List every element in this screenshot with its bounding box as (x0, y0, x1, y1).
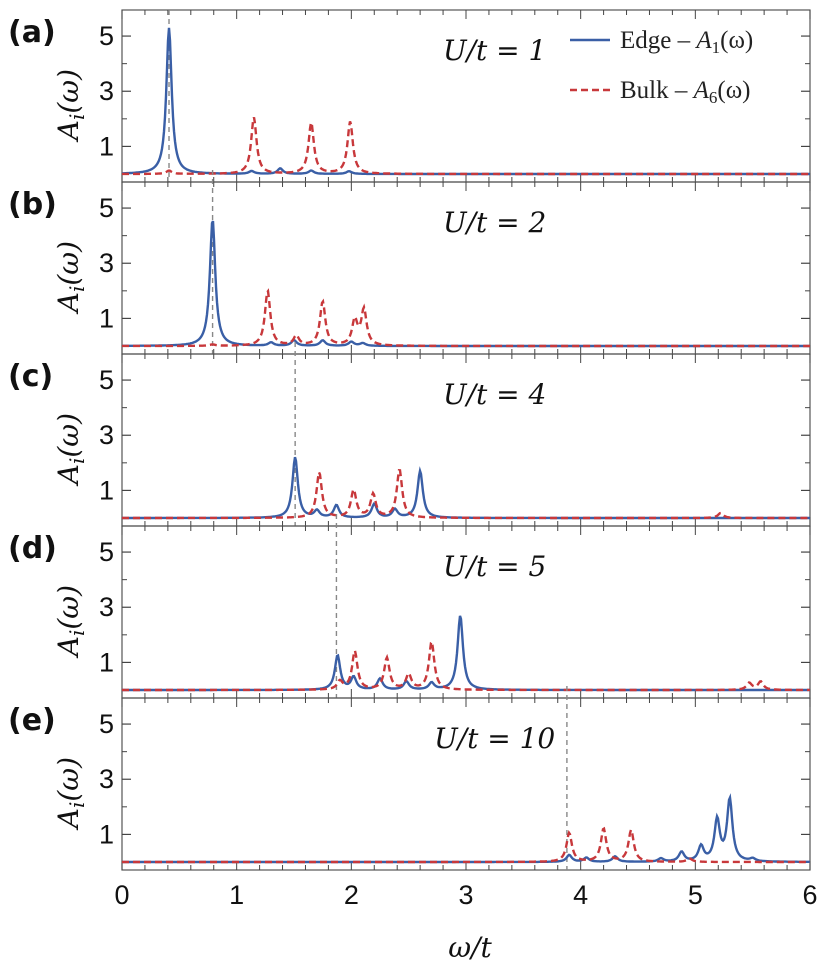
ytick-label: 1 (99, 647, 114, 677)
xtick-label: 6 (802, 880, 817, 910)
ytick-label: 3 (99, 248, 114, 278)
legend-label-edge: Edge – A1(ω) (620, 27, 753, 57)
xtick-label: 5 (688, 880, 703, 910)
ytick-label: 3 (99, 592, 114, 622)
panel-e: 1 3 5 Ai(ω) (e) U/t = 10 (8, 686, 811, 871)
panel-tag: (c) (8, 359, 53, 394)
edge-series-line (122, 456, 810, 520)
panel-label: U/t = 10 (434, 722, 555, 755)
legend: Edge – A1(ω) Bulk – A6(ω) (570, 27, 753, 107)
ytick-label: 5 (99, 21, 114, 51)
xtick-label: 0 (114, 880, 129, 910)
panel-d: 1 3 5 Ai(ω) (d) U/t = 5 (8, 514, 811, 699)
legend-label-bulk: Bulk – A6(ω) (620, 77, 751, 107)
ytick-label: 3 (99, 420, 114, 450)
ytick-label: 5 (99, 193, 114, 223)
ytick-label: 5 (99, 537, 114, 567)
y-axis-label: Ai(ω) (52, 413, 89, 487)
x-axis: 0 1 2 3 4 5 6 (114, 880, 817, 910)
ytick-label: 3 (99, 764, 114, 794)
panel-tag: (e) (8, 703, 56, 738)
edge-series-line (122, 615, 810, 692)
ytick-label: 1 (99, 819, 114, 849)
xtick-label: 2 (344, 880, 359, 910)
ytick-label: 1 (99, 131, 114, 161)
xtick-label: 1 (229, 880, 244, 910)
panel-a: 1 3 5 Ai(ω) (a) U/t = 1 (8, 9, 811, 183)
xtick-label: 4 (573, 880, 588, 910)
ytick-label: 1 (99, 475, 114, 505)
xtick-label: 3 (458, 880, 473, 910)
ytick-label: 1 (99, 303, 114, 333)
y-axis-label: Ai(ω) (52, 69, 89, 143)
ytick-label: 5 (99, 365, 114, 395)
panel-label: U/t = 2 (443, 206, 546, 239)
bulk-series-line (122, 639, 810, 692)
edge-series-line (122, 220, 810, 348)
edge-series-line (122, 793, 810, 864)
bulk-series-line (122, 468, 810, 520)
y-axis-label: Ai(ω) (52, 241, 89, 315)
panel-label: U/t = 5 (443, 550, 546, 583)
bulk-series-line (122, 116, 810, 176)
panel-tag: (a) (8, 15, 56, 50)
ytick-label: 5 (99, 709, 114, 739)
x-axis-label: ω/t (448, 931, 492, 964)
panel-label: U/t = 4 (443, 378, 546, 411)
y-axis-label: Ai(ω) (52, 585, 89, 659)
bulk-series-line (122, 288, 810, 348)
y-axis-label: Ai(ω) (52, 757, 89, 831)
panel-tag: (b) (8, 187, 57, 222)
bulk-series-line (122, 826, 810, 864)
panel-c: 1 3 5 Ai(ω) (c) U/t = 4 (8, 342, 811, 527)
ytick-label: 3 (99, 76, 114, 106)
panel-label: U/t = 1 (443, 34, 546, 67)
panel-b: 1 3 5 Ai(ω) (b) U/t = 2 (8, 170, 811, 355)
panel-tag: (d) (8, 531, 57, 566)
